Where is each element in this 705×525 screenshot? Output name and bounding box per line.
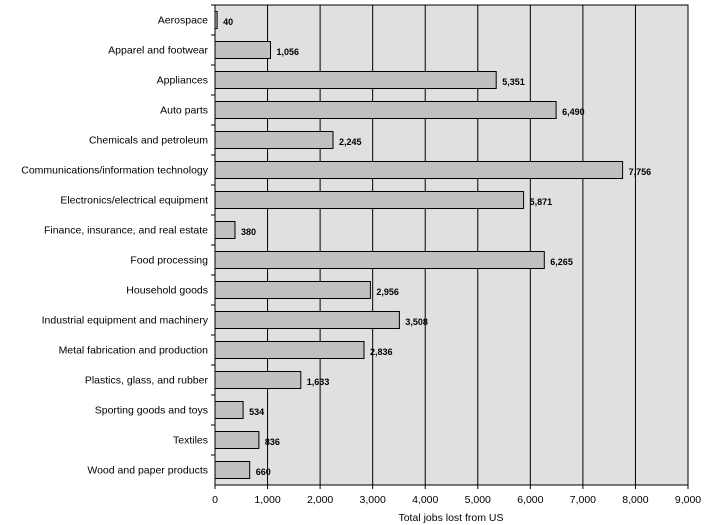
bar <box>214 431 260 449</box>
data-label: 5,351 <box>502 77 525 87</box>
bar <box>214 101 557 119</box>
data-label: 1,633 <box>307 377 330 387</box>
category-label: Electronics/electrical equipment <box>60 195 208 207</box>
x-tick-label: 6,000 <box>517 494 543 506</box>
data-label: 5,871 <box>530 197 553 207</box>
category-label: Household goods <box>126 285 208 297</box>
data-labels: 40 1,056 5,351 6,490 2,245 7,756 5,871 380 6,265… <box>223 17 651 477</box>
category-label: Textiles <box>173 435 208 447</box>
bar <box>214 41 271 59</box>
data-label: 3,508 <box>405 317 428 327</box>
bar <box>214 131 334 149</box>
data-label: 1,056 <box>277 47 300 57</box>
category-label: Wood and paper products <box>87 465 208 477</box>
bar <box>214 71 497 89</box>
bar <box>214 371 302 389</box>
data-label: 836 <box>265 437 280 447</box>
data-label: 6,490 <box>562 107 585 117</box>
x-tick-label: 4,000 <box>412 494 438 506</box>
bar <box>214 251 545 269</box>
data-label: 2,836 <box>370 347 393 357</box>
category-label: Sporting goods and toys <box>95 405 208 417</box>
x-tick-label: 7,000 <box>570 494 596 506</box>
x-axis-title: Total jobs lost from US <box>398 512 503 524</box>
bar <box>214 221 236 239</box>
category-label: Metal fabrication and production <box>59 345 209 357</box>
data-label: 380 <box>241 227 256 237</box>
data-label: 534 <box>249 407 264 417</box>
category-labels: Aerospace Apparel and footwear Appliances A… <box>21 4 215 477</box>
bar <box>214 401 244 419</box>
x-tick-label: 9,000 <box>675 494 701 506</box>
x-tick-label: 0 <box>212 494 218 506</box>
category-label: Communications/information technology <box>21 165 209 177</box>
category-label: Appliances <box>157 75 208 87</box>
data-label: 660 <box>256 467 271 477</box>
category-label: Plastics, glass, and rubber <box>85 375 209 387</box>
data-label: 7,756 <box>629 167 652 177</box>
bar <box>214 461 251 479</box>
x-tick-label: 1,000 <box>254 494 280 506</box>
category-label: Chemicals and petroleum <box>89 135 208 147</box>
bar <box>214 191 525 209</box>
bars <box>214 11 624 479</box>
x-tick-label: 3,000 <box>360 494 386 506</box>
category-label: Food processing <box>130 255 208 267</box>
data-label: 40 <box>223 17 233 27</box>
data-label: 6,265 <box>550 257 573 267</box>
x-tick-label: 5,000 <box>465 494 491 506</box>
x-tick-label: 8,000 <box>622 494 648 506</box>
category-label: Auto parts <box>160 105 208 117</box>
bar <box>214 281 371 299</box>
category-label: Finance, insurance, and real estate <box>44 225 208 237</box>
bar <box>214 161 624 179</box>
category-label: Aerospace <box>158 15 208 27</box>
x-axis-ticks: 0 1,000 2,000 3,000 4,000 5,000 6,000 7,000 8,00… <box>212 485 701 506</box>
data-label: 2,245 <box>339 137 362 147</box>
category-label: Apparel and footwear <box>108 45 208 57</box>
bar <box>214 311 400 329</box>
x-tick-label: 2,000 <box>307 494 333 506</box>
category-label: Industrial equipment and machinery <box>42 315 209 327</box>
data-label: 2,956 <box>376 287 399 297</box>
plot-border <box>214 4 689 486</box>
bar <box>214 341 365 359</box>
